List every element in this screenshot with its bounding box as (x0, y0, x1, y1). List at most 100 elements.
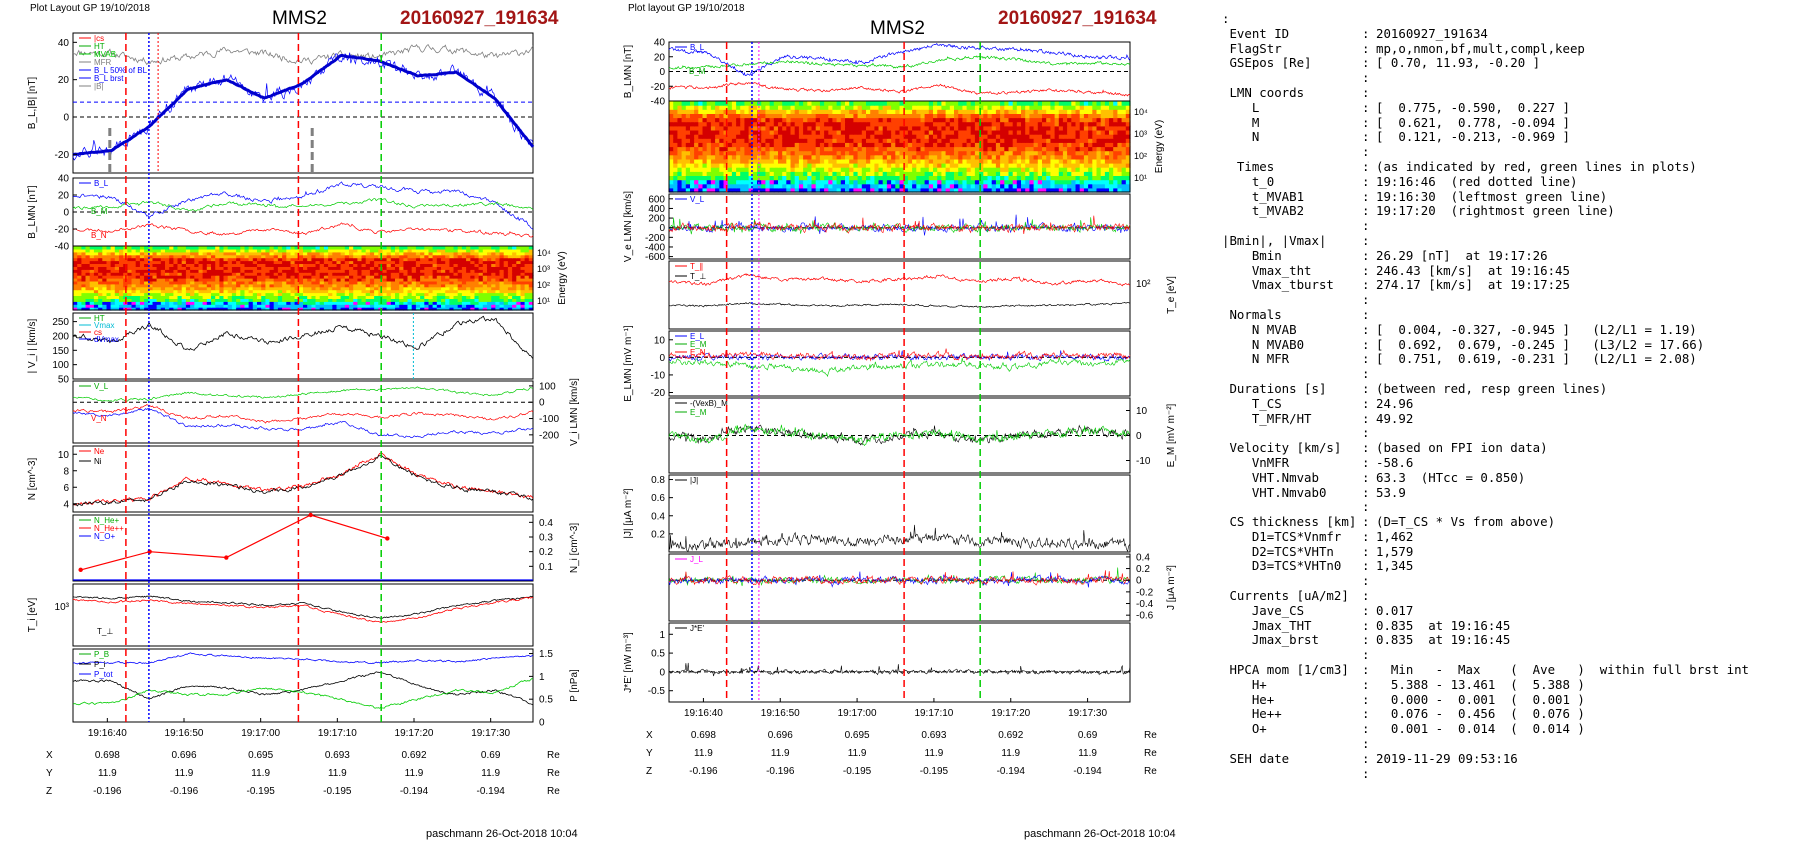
spectrogram-cell (365, 266, 371, 270)
spectrogram-cell (1008, 179, 1014, 185)
spectrogram-cell (811, 179, 817, 185)
spectrogram-cell (240, 254, 246, 259)
spectrogram-cell (512, 278, 517, 282)
spectrogram-cell (899, 130, 905, 135)
spectrogram-cell (991, 163, 997, 168)
spectrogram-cell (736, 117, 741, 123)
spectrogram-cell (106, 298, 112, 302)
spectrogram-cell (815, 105, 821, 110)
spectrogram-cell (328, 304, 333, 308)
legend-label: B_L brst (94, 74, 124, 83)
data-point (308, 512, 313, 518)
spectrogram-cell (240, 298, 246, 302)
spectrogram-cell (328, 272, 333, 276)
spectrogram-cell (966, 142, 972, 148)
spectrogram-cell (1071, 183, 1077, 189)
spectrogram-cell (945, 183, 951, 189)
spectrogram-cell (886, 158, 892, 164)
spectrogram-cell (445, 286, 450, 291)
spectrogram-cell (185, 304, 191, 308)
spectrogram-cell (449, 269, 455, 273)
spectrogram-cell (328, 278, 333, 282)
spectrogram-cell (123, 292, 128, 296)
spectrogram-cell (198, 254, 204, 259)
spectrogram-cell (323, 301, 329, 305)
spectrogram-cell (340, 307, 346, 311)
spectrogram-cell (449, 266, 455, 270)
spectrogram-cell (461, 263, 467, 267)
spectrogram-cell (273, 289, 279, 294)
spectrogram-cell (1008, 187, 1014, 193)
spectrogram-cell (673, 134, 678, 139)
spectrogram-cell (845, 163, 850, 168)
spectrogram-cell (1016, 175, 1022, 181)
spectrogram-cell (778, 146, 783, 152)
spectrogram-cell (248, 246, 254, 250)
spectrogram-cell (206, 295, 212, 299)
spectrogram-cell (432, 269, 438, 273)
spectrogram-cell (190, 275, 195, 279)
spectrogram-cell (757, 187, 762, 193)
spectrogram-cell (390, 283, 396, 288)
spectrogram-cell (411, 301, 417, 305)
spectrogram-cell (1104, 167, 1110, 172)
spectrogram-cell (386, 298, 392, 302)
spectrogram-cell (407, 307, 413, 311)
spectrogram-cell (912, 179, 917, 185)
spectrogram-cell (85, 272, 91, 276)
spectrogram-cell (836, 109, 842, 114)
spectrogram-cell (106, 263, 112, 267)
spectrogram-cell (1050, 117, 1056, 123)
spectrogram-cell (428, 278, 434, 282)
spectrogram-cell (395, 278, 400, 282)
spectrogram-cell (1083, 175, 1089, 181)
spectrogram-cell (507, 298, 513, 302)
spectrogram-cell (1037, 109, 1043, 114)
spectrogram-cell (798, 105, 804, 110)
spectrogram-cell (332, 272, 338, 276)
spectrogram-cell (503, 307, 509, 311)
spectrogram-cell (878, 158, 884, 164)
spectrogram-cell (240, 246, 246, 250)
spectrogram-cell (219, 307, 225, 311)
spectrogram-cell (495, 246, 501, 250)
spectrogram-cell (106, 295, 112, 299)
spectrogram-cell (861, 113, 867, 119)
spectrogram-cell (849, 171, 854, 176)
spectrogram-cell (1096, 154, 1102, 160)
spectrogram-cell (294, 257, 300, 262)
y-tick-label: 10³ (55, 602, 70, 613)
spectrogram-cell (148, 289, 154, 294)
spectrogram-cell (899, 146, 905, 152)
spectrogram-cell (445, 304, 450, 308)
spectrogram-cell (516, 272, 522, 276)
spectrogram-cell (987, 138, 993, 143)
spectrogram-cell (328, 289, 333, 294)
spectrogram-cell (507, 289, 513, 294)
spectrogram-cell (319, 257, 325, 262)
spectrogram-cell (920, 158, 926, 164)
spectrogram-cell (303, 295, 308, 299)
spectrogram-cell (1104, 125, 1110, 131)
spectrogram-cell (1083, 117, 1089, 123)
spectrogram-cell (694, 179, 699, 185)
spectrogram-cell (482, 263, 488, 267)
spectrogram-cell (102, 275, 108, 279)
spectrogram-cell (156, 295, 162, 299)
spectrogram-cell (991, 113, 997, 119)
spectrogram-cell (223, 248, 229, 253)
spectrogram-cell (395, 292, 400, 296)
spectrogram-cell (106, 257, 112, 262)
spectrogram-cell (874, 134, 880, 139)
spectrogram-cell (428, 246, 434, 250)
spectrogram-cell (1079, 150, 1085, 156)
spectrogram-cell (432, 257, 438, 262)
spectrogram-cell (73, 295, 78, 299)
spectrogram-cell (499, 263, 505, 267)
spectrogram-cell (424, 280, 430, 285)
spectrogram-cell (861, 163, 867, 168)
spectrogram-cell (131, 292, 137, 296)
spectrogram-cell (93, 283, 99, 288)
spectrogram-cell (516, 289, 522, 294)
spectrogram-cell (411, 266, 417, 270)
